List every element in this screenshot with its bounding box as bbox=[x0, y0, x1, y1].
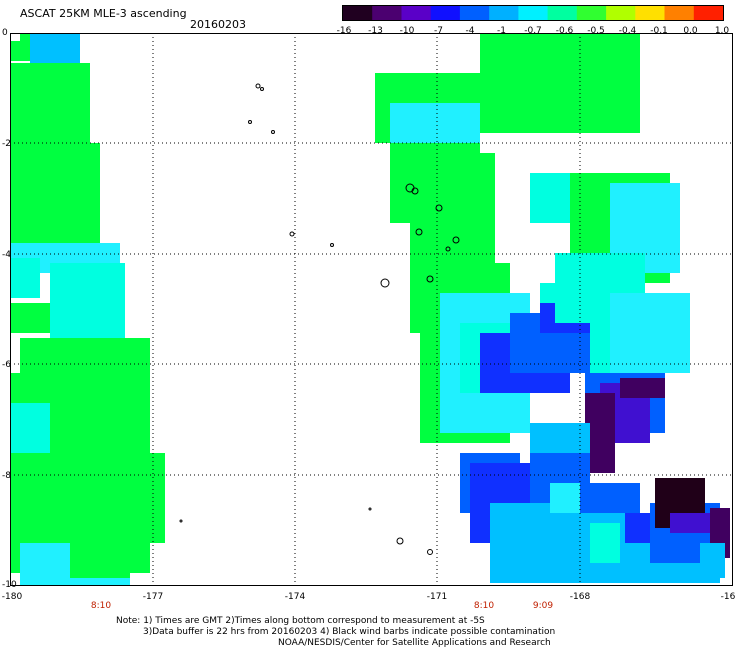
colorbar-swatch bbox=[430, 6, 461, 20]
colorbar-tick-label: -0.1 bbox=[650, 26, 668, 36]
chart-date: 20160203 bbox=[190, 18, 246, 31]
wind-cell bbox=[480, 33, 640, 133]
island-outline bbox=[435, 204, 443, 212]
wind-swaths bbox=[10, 33, 730, 586]
x-axis-label-16: -16 bbox=[720, 592, 736, 602]
colorbar-swatch bbox=[635, 6, 665, 20]
wind-cell bbox=[10, 63, 90, 143]
time-label-1: 8:10 bbox=[90, 601, 112, 611]
colorbar-swatch bbox=[518, 6, 549, 20]
island-outline bbox=[368, 507, 372, 511]
island-outline bbox=[289, 231, 295, 237]
y-axis-label-8: -8 bbox=[2, 471, 11, 481]
island-outline bbox=[255, 83, 261, 89]
colorbar-frame bbox=[342, 5, 724, 21]
colorbar-tick-label: -0.4 bbox=[618, 26, 637, 36]
colorbar-tick-label: -16 bbox=[336, 26, 352, 36]
colorbar-tick-label: -1 bbox=[497, 26, 506, 36]
island-outline bbox=[396, 537, 404, 545]
colorbar-swatch bbox=[606, 6, 636, 20]
island-outline bbox=[248, 120, 252, 124]
wind-cell bbox=[490, 503, 580, 583]
wind-cell bbox=[50, 263, 125, 343]
colorbar-tick-label: -0.6 bbox=[555, 26, 574, 36]
map-frame bbox=[10, 33, 733, 586]
colorbar-swatch bbox=[372, 6, 402, 20]
colorbar-swatch bbox=[489, 6, 519, 20]
wind-cell bbox=[670, 513, 710, 533]
footnote-line-1: Note: 1) Times are GMT 2)Times along bot… bbox=[116, 616, 485, 626]
colorbar-swatch bbox=[576, 6, 607, 20]
time-label-2: 8:10 bbox=[473, 601, 495, 611]
wind-cell bbox=[10, 41, 30, 61]
chart-title: ASCAT 25KM MLE-3 ascending bbox=[20, 7, 187, 20]
island-outline bbox=[415, 228, 423, 236]
footnote-line-2: 3)Data buffer is 22 hrs from 20160203 4)… bbox=[143, 627, 556, 637]
wind-cell bbox=[10, 258, 40, 298]
footnote-line-3: NOAA/NESDIS/Center for Satellite Applica… bbox=[278, 638, 551, 648]
island-outline bbox=[179, 519, 183, 523]
lat-lon-grid bbox=[10, 33, 733, 586]
x-axis-label-180: -180 bbox=[1, 592, 23, 602]
island-outline bbox=[445, 246, 451, 252]
wind-cell bbox=[590, 523, 620, 563]
wind-cell bbox=[700, 543, 725, 578]
x-axis-label-174: -174 bbox=[284, 592, 306, 602]
wind-cell bbox=[610, 293, 690, 373]
wind-cell bbox=[70, 533, 130, 578]
wind-cell bbox=[10, 303, 50, 333]
colorbar-tick-label: -7 bbox=[434, 26, 443, 36]
y-axis-label-4: -4 bbox=[2, 250, 11, 260]
wind-cell bbox=[10, 143, 100, 253]
wind-map bbox=[10, 33, 733, 586]
island-outline bbox=[426, 275, 434, 283]
colorbar-tick-label: -10 bbox=[399, 26, 415, 36]
island-outline bbox=[271, 130, 275, 134]
x-axis-label-177: -177 bbox=[142, 592, 164, 602]
colorbar-swatch bbox=[693, 6, 724, 20]
island-outline bbox=[452, 236, 460, 244]
colorbar-swatch bbox=[547, 6, 578, 20]
colorbar-tick-label: 0.0 bbox=[683, 26, 698, 36]
y-axis-label-6: -6 bbox=[2, 360, 11, 370]
colorbar-swatch bbox=[343, 6, 373, 20]
colorbar-tick-label: -0.5 bbox=[587, 26, 605, 36]
colorbar-swatch bbox=[401, 6, 432, 20]
colorbar-swatch bbox=[664, 6, 695, 20]
colorbar-swatch bbox=[459, 6, 490, 20]
island-outlines bbox=[179, 83, 460, 555]
colorbar-legend bbox=[342, 5, 724, 21]
y-axis-label-0: 0 bbox=[2, 28, 8, 38]
colorbar-tick-label: -4 bbox=[465, 26, 475, 36]
island-outline bbox=[427, 549, 433, 555]
x-axis-label-171: -171 bbox=[426, 592, 448, 602]
y-axis-label-2: -2 bbox=[2, 139, 11, 149]
x-axis-label-168: -168 bbox=[569, 592, 591, 602]
colorbar-tick-label: 1.0 bbox=[714, 26, 730, 36]
island-outline bbox=[411, 187, 419, 195]
island-outline bbox=[380, 278, 390, 288]
colorbar-tick-label: -13 bbox=[368, 26, 383, 36]
time-label-3: 9:09 bbox=[532, 601, 554, 611]
colorbar-tick-label: -0.7 bbox=[524, 26, 542, 36]
island-outline bbox=[330, 243, 334, 247]
wind-cell bbox=[10, 403, 50, 453]
y-axis-label-10: -10 bbox=[2, 580, 17, 590]
wind-cell bbox=[620, 378, 665, 398]
island-outline bbox=[260, 87, 264, 91]
